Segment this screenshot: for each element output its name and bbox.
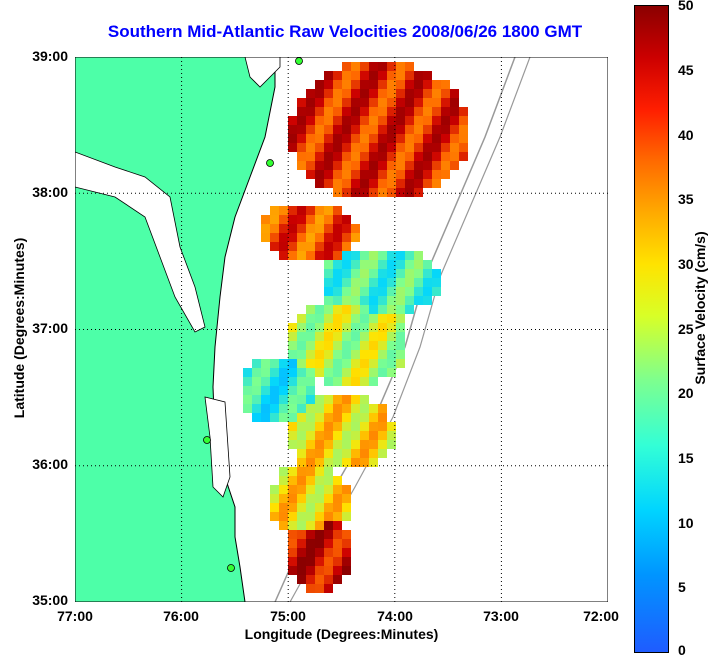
delaware-bay <box>244 57 281 88</box>
map-title: Southern Mid-Atlantic Raw Velocities 200… <box>107 22 583 41</box>
x-tick-label: 75:00 <box>270 608 306 624</box>
colorbar-tick: 30 <box>678 256 694 272</box>
x-tick-label: 73:00 <box>483 608 519 624</box>
colorbar-tick: 40 <box>678 127 694 143</box>
y-tick-label: 39:00 <box>32 48 68 64</box>
x-tick-label: 77:00 <box>57 608 93 624</box>
grid-lines <box>75 57 608 602</box>
hf-radar-station <box>266 159 274 167</box>
colorbar-tick: 5 <box>678 579 686 595</box>
y-tick-label: 38:00 <box>32 184 68 200</box>
x-tick-label: 74:00 <box>377 608 413 624</box>
colorbar-tick: 15 <box>678 450 694 466</box>
x-axis-label: Longitude (Degrees:Minutes) <box>244 626 439 642</box>
y-tick-label: 37:00 <box>32 320 68 336</box>
y-tick-label: 35:00 <box>32 592 68 608</box>
sound <box>204 396 231 498</box>
velocity-field <box>243 62 468 593</box>
colorbar-tick: 35 <box>678 191 694 207</box>
x-tick-label: 76:00 <box>163 608 199 624</box>
hf-radar-station <box>295 57 303 65</box>
colorbar-tick: 20 <box>678 385 694 401</box>
colorbar-tick: 0 <box>678 642 686 658</box>
colorbar <box>634 5 669 653</box>
hf-radar-station <box>203 436 211 444</box>
map-plot-area <box>75 57 608 602</box>
y-axis-label: Latitude (Degrees:Minutes) <box>11 237 27 419</box>
colorbar-tick: 50 <box>678 0 694 13</box>
y-tick-label: 36:00 <box>32 456 68 472</box>
x-tick-label: 72:00 <box>583 608 619 624</box>
colorbar-tick: 10 <box>678 515 694 531</box>
colorbar-label: Surface Velocity (cm/s) <box>692 231 708 385</box>
colorbar-tick: 45 <box>678 62 694 78</box>
hf-radar-station <box>227 564 235 572</box>
colorbar-tick: 25 <box>678 321 694 337</box>
